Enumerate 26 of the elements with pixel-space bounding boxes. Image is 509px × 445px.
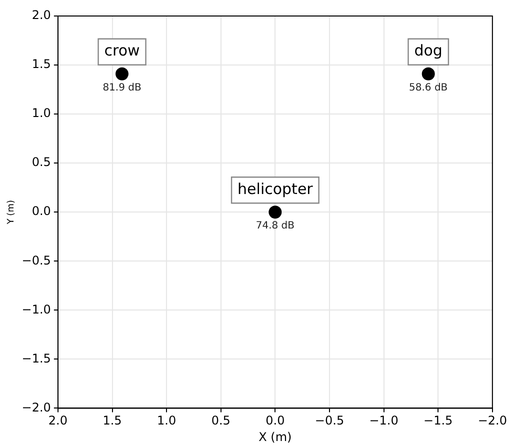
y-tick-label: −1.0	[22, 302, 51, 316]
y-tick-label: 0.0	[32, 204, 51, 218]
y-tick-label: −2.0	[22, 400, 51, 414]
x-tick-label: −1.5	[424, 414, 453, 428]
x-tick-label: 0.0	[266, 414, 285, 428]
y-tick-label: 1.5	[32, 57, 51, 72]
series-label: helicopter	[238, 180, 314, 198]
y-tick-label: −1.5	[22, 351, 51, 366]
x-axis-title: X (m)	[258, 430, 292, 444]
y-tick-label: 0.5	[32, 155, 51, 170]
x-tick-label: 1.5	[102, 414, 122, 428]
x-tick-label: −2.0	[478, 414, 507, 428]
annotation: 58.6 dB	[409, 82, 448, 94]
x-tick-label: −1.0	[369, 414, 398, 428]
x-tick-label: 1.0	[157, 414, 176, 428]
y-tick-label: 2.0	[32, 8, 51, 22]
y-tick-label: −0.5	[22, 253, 51, 268]
y-tick-label: 1.0	[32, 106, 51, 120]
annotation: 74.8 dB	[256, 220, 295, 232]
x-tick-label: 0.5	[211, 414, 230, 428]
y-axis-title: Y (m)	[6, 200, 17, 226]
series-label: dog	[414, 42, 442, 60]
series-label: crow	[104, 42, 140, 60]
annotation: 81.9 dB	[102, 82, 142, 94]
x-tick-label: −0.5	[314, 414, 344, 428]
x-tick-label: 2.0	[48, 414, 68, 428]
